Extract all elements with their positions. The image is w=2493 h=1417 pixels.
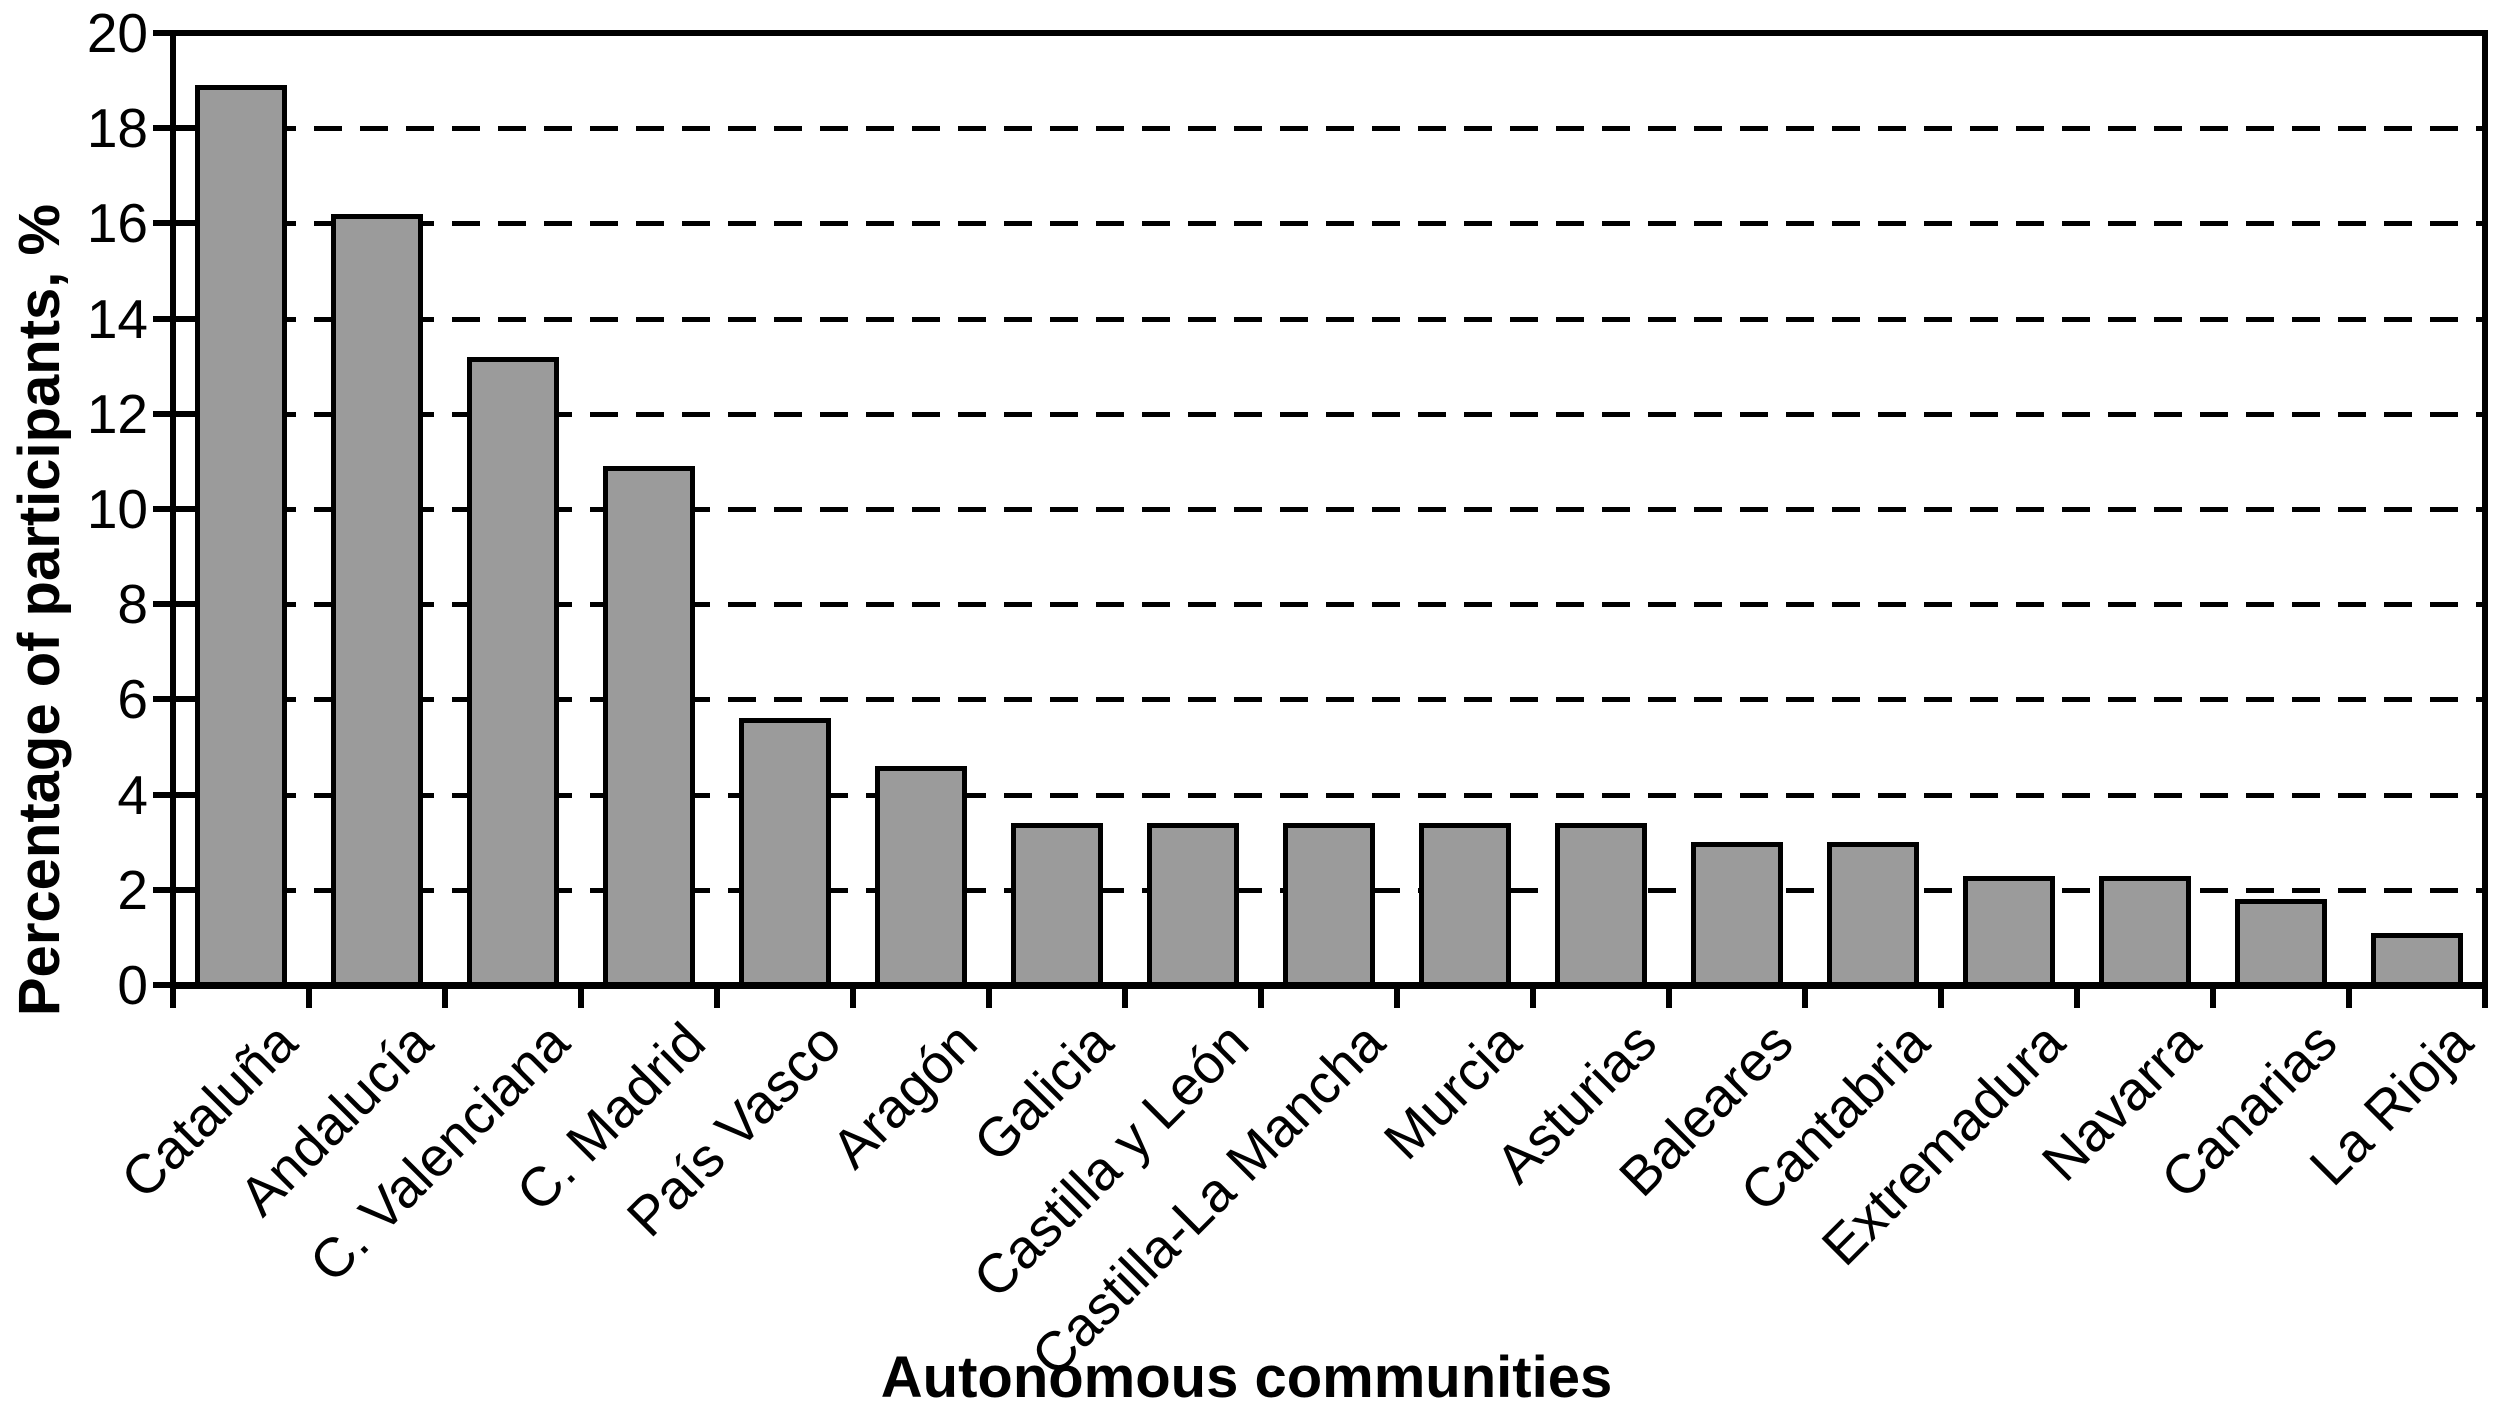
y-tick (153, 887, 197, 893)
x-axis-title: Autonomous communities (880, 1345, 1613, 1410)
y-tick-label: 18 (86, 97, 148, 159)
gridline (176, 793, 2482, 798)
x-axis-line (170, 982, 2488, 989)
y-tick-label: 14 (86, 288, 148, 350)
y-tick-label: 12 (86, 383, 148, 445)
x-tick (1938, 985, 1944, 1008)
y-tick-label: 0 (117, 954, 148, 1016)
y-tick (153, 220, 197, 226)
bar (2099, 876, 2191, 988)
y-tick-label: 6 (117, 668, 148, 730)
bar (1555, 823, 1647, 988)
bar (603, 466, 695, 988)
gridline (176, 221, 2482, 226)
x-tick (986, 985, 992, 1008)
y-tick-label: 20 (86, 2, 148, 64)
bar (1147, 823, 1239, 988)
x-tick (1802, 985, 1808, 1008)
y-tick (153, 601, 197, 607)
y-tick-label: 16 (86, 192, 148, 254)
plot-border-top (170, 30, 2488, 36)
y-tick (153, 506, 197, 512)
bar (1963, 876, 2055, 988)
x-tick (1258, 985, 1264, 1008)
bar (467, 357, 559, 988)
bar (331, 214, 423, 988)
x-tick (1666, 985, 1672, 1008)
x-tick (170, 985, 176, 1008)
gridline (176, 317, 2482, 322)
y-tick-label: 2 (117, 859, 148, 921)
gridline (176, 697, 2482, 702)
bar (1011, 823, 1103, 988)
x-tick (578, 985, 584, 1008)
x-tick (2074, 985, 2080, 1008)
plot-border-right (2482, 30, 2488, 989)
x-tick (1122, 985, 1128, 1008)
y-tick-label: 8 (117, 573, 148, 635)
x-tick (714, 985, 720, 1008)
x-tick (442, 985, 448, 1008)
bar (1691, 842, 1783, 988)
gridline (176, 126, 2482, 131)
x-tick (1394, 985, 1400, 1008)
bar (875, 766, 967, 988)
bar (2235, 899, 2327, 988)
y-tick (153, 696, 197, 702)
bar (1827, 842, 1919, 988)
y-tick (153, 125, 197, 131)
x-tick (1530, 985, 1536, 1008)
x-tick (2346, 985, 2352, 1008)
gridline (176, 602, 2482, 607)
y-tick-label: 10 (86, 478, 148, 540)
y-tick (153, 792, 197, 798)
bar (195, 85, 287, 988)
y-tick (153, 411, 197, 417)
x-tick (306, 985, 312, 1008)
gridline (176, 412, 2482, 417)
y-tick (153, 316, 197, 322)
x-tick-label: Aragón (819, 1010, 989, 1180)
y-tick (153, 30, 197, 36)
y-tick-label: 4 (117, 764, 148, 826)
bar (1283, 823, 1375, 988)
x-tick (850, 985, 856, 1008)
bar (739, 718, 831, 988)
x-tick (2210, 985, 2216, 1008)
gridline (176, 507, 2482, 512)
x-tick (2482, 985, 2488, 1008)
bar (1419, 823, 1511, 988)
bar (2371, 933, 2463, 988)
